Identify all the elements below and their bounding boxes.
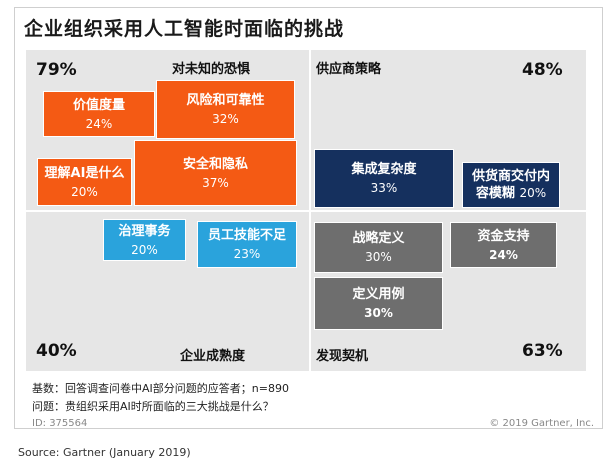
box-funding-value: 24% [489,247,518,262]
box-vendor-delivery-value: 20% [519,186,547,200]
box-governance-value: 20% [131,242,158,257]
maturity-percent: 40% [36,341,77,361]
copyright: © 2019 Gartner, Inc. [489,418,594,429]
box-use-case-value: 30% [364,306,393,320]
box-use-case: 定义用例 30% [314,277,443,330]
box-governance: 治理事务 20% [103,219,186,261]
box-risk-label: 风险和可靠性 [186,93,265,108]
vendor-percent: 48% [522,60,563,80]
box-vendor-delivery: 供货商交付内 容模糊 20% [462,162,560,208]
box-security-label: 安全和隐私 [182,156,248,172]
chart-id: ID: 375564 [32,418,88,429]
box-use-case-label: 定义用例 [352,287,405,302]
box-value-measure-label: 价值度量 [72,97,125,113]
footnote-base: 基数：回答调查问卷中AI部分问题的应答者；n=890 [32,382,289,395]
box-strategy-label: 战略定义 [352,231,405,246]
fear-percent: 79% [36,60,77,80]
box-integration-value: 33% [370,181,398,195]
box-security: 安全和隐私 37% [134,140,297,206]
chart-title: 企业组织采用人工智能时面临的挑战 [24,18,345,40]
box-strategy-value: 30% [365,250,392,264]
box-governance-label: 治理事务 [118,223,171,239]
fear-title: 对未知的恐惧 [172,62,251,77]
footnote-question: 问题：贵组织采用AI时所面临的三大挑战是什么？ [32,400,274,413]
box-funding-label: 资金支持 [477,228,530,244]
box-skills-label: 员工技能不足 [207,228,286,243]
box-risk: 风险和可靠性 32% [156,80,295,139]
opportunity-percent: 63% [522,341,563,361]
maturity-title: 企业成熟度 [180,349,246,364]
box-security-value: 37% [202,175,229,190]
opportunity-title: 发现契机 [316,349,369,364]
box-skills-value: 23% [233,247,261,261]
box-integration: 集成复杂度 33% [314,149,454,208]
box-understand-ai: 理解AI是什么 20% [37,158,132,206]
box-integration-label: 集成复杂度 [351,162,417,177]
box-strategy: 战略定义 30% [314,222,443,273]
box-skills: 员工技能不足 23% [197,221,297,268]
box-risk-value: 32% [212,112,239,126]
vendor-title: 供应商策略 [316,62,382,77]
box-vendor-delivery-label-2: 容模糊 [475,186,515,201]
box-vendor-delivery-label-1: 供货商交付内 [471,169,550,184]
box-understand-ai-label: 理解AI是什么 [44,165,125,181]
box-value-measure-value: 24% [85,116,113,131]
horizontal-divider [26,210,586,212]
box-understand-ai-value: 20% [71,184,98,199]
box-funding: 资金支持 24% [450,222,557,268]
box-value-measure: 价值度量 24% [43,91,155,137]
source-line: Source: Gartner (January 2019) [18,446,191,459]
